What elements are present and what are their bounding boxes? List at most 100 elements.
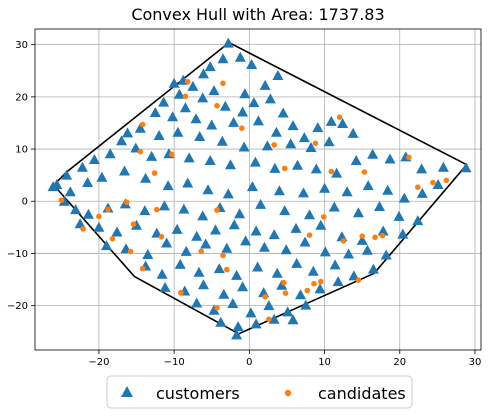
customer-point	[361, 244, 373, 255]
customer-point	[222, 188, 234, 199]
customer-point	[168, 77, 180, 88]
candidate-point	[318, 278, 324, 285]
customer-point	[343, 248, 355, 259]
customer-point	[299, 236, 311, 247]
grid-lines	[35, 29, 481, 350]
candidate-point	[58, 197, 65, 203]
candidate-point	[214, 102, 220, 109]
customer-point	[161, 237, 173, 248]
candidate-point	[158, 233, 165, 240]
candidate-point	[415, 184, 421, 190]
y-axis-ticks: −20 −10 0 10 20 30	[7, 40, 35, 312]
candidates-series	[58, 78, 450, 323]
customer-point	[200, 238, 212, 249]
legend-customers-marker	[121, 386, 133, 397]
customer-point	[93, 221, 105, 232]
customer-point	[96, 171, 108, 182]
customer-point	[237, 106, 249, 117]
customer-point	[208, 85, 220, 96]
customer-point	[238, 141, 250, 152]
customer-point	[382, 184, 394, 195]
y-tick-label: 0	[22, 197, 28, 208]
customer-point	[348, 270, 360, 281]
customer-point	[158, 96, 170, 107]
customer-point	[460, 162, 472, 173]
customer-point	[172, 126, 184, 137]
customer-point	[197, 92, 209, 103]
customer-point	[131, 219, 142, 230]
customer-point	[374, 201, 385, 211]
y-tick-label: 10	[15, 145, 28, 156]
candidate-point	[178, 289, 184, 296]
customer-point	[74, 218, 86, 229]
customer-point	[258, 241, 270, 252]
candidate-point	[96, 213, 102, 220]
customer-point	[272, 70, 284, 80]
customer-point	[180, 245, 192, 256]
customer-point	[298, 132, 310, 143]
x-axis-ticks: −20 −10 0 10 20 30	[88, 350, 481, 368]
legend-candidates-marker	[284, 389, 292, 397]
candidate-point	[372, 234, 378, 241]
customer-point	[250, 225, 262, 236]
y-tick-label: −10	[7, 249, 28, 260]
customer-point	[153, 130, 165, 140]
customer-point	[202, 184, 214, 195]
customer-point	[377, 225, 389, 236]
customer-point	[234, 51, 246, 62]
customer-point	[198, 68, 209, 79]
candidate-point	[214, 304, 220, 311]
customer-point	[416, 187, 428, 198]
customer-point	[246, 59, 258, 69]
customer-point	[204, 155, 216, 165]
candidate-point	[239, 125, 245, 131]
customer-point	[179, 102, 191, 113]
customer-point	[187, 80, 199, 91]
customer-point	[393, 210, 405, 221]
customer-point	[350, 155, 362, 165]
customer-point	[337, 118, 349, 128]
candidate-point	[281, 165, 288, 172]
customer-point	[305, 142, 317, 152]
customer-point	[312, 122, 324, 133]
candidate-point	[306, 232, 313, 238]
customer-point	[156, 268, 168, 279]
customer-point	[216, 135, 228, 146]
customer-point	[380, 249, 392, 260]
customer-point	[232, 321, 244, 331]
customer-point	[215, 316, 227, 327]
customer-point	[248, 97, 260, 108]
customer-point	[367, 148, 379, 159]
customer-point	[210, 224, 221, 235]
customer-point	[174, 258, 186, 269]
customer-point	[182, 177, 194, 188]
customer-point	[347, 127, 359, 138]
customer-point	[213, 263, 225, 274]
customer-point	[116, 135, 127, 146]
customer-point	[178, 203, 190, 214]
customer-point	[319, 246, 331, 257]
customer-point	[158, 200, 170, 211]
customers-series	[47, 37, 472, 340]
y-tick-label: 30	[15, 40, 28, 51]
customer-point	[280, 244, 292, 255]
customer-point	[101, 240, 112, 251]
customer-point	[298, 187, 309, 198]
customer-point	[149, 107, 161, 117]
customer-point	[104, 148, 116, 159]
candidate-point	[214, 207, 220, 213]
customer-point	[76, 161, 88, 172]
customer-point	[277, 107, 289, 118]
customer-point	[193, 266, 205, 277]
customer-point	[119, 165, 130, 176]
customer-point	[245, 307, 257, 318]
customer-point	[273, 185, 285, 196]
customer-point	[47, 181, 59, 192]
customer-point	[70, 204, 82, 215]
customer-point	[432, 179, 444, 189]
customer-point	[290, 222, 302, 233]
customer-point	[142, 249, 154, 259]
candidate-point	[355, 277, 362, 283]
customer-point	[234, 208, 246, 219]
